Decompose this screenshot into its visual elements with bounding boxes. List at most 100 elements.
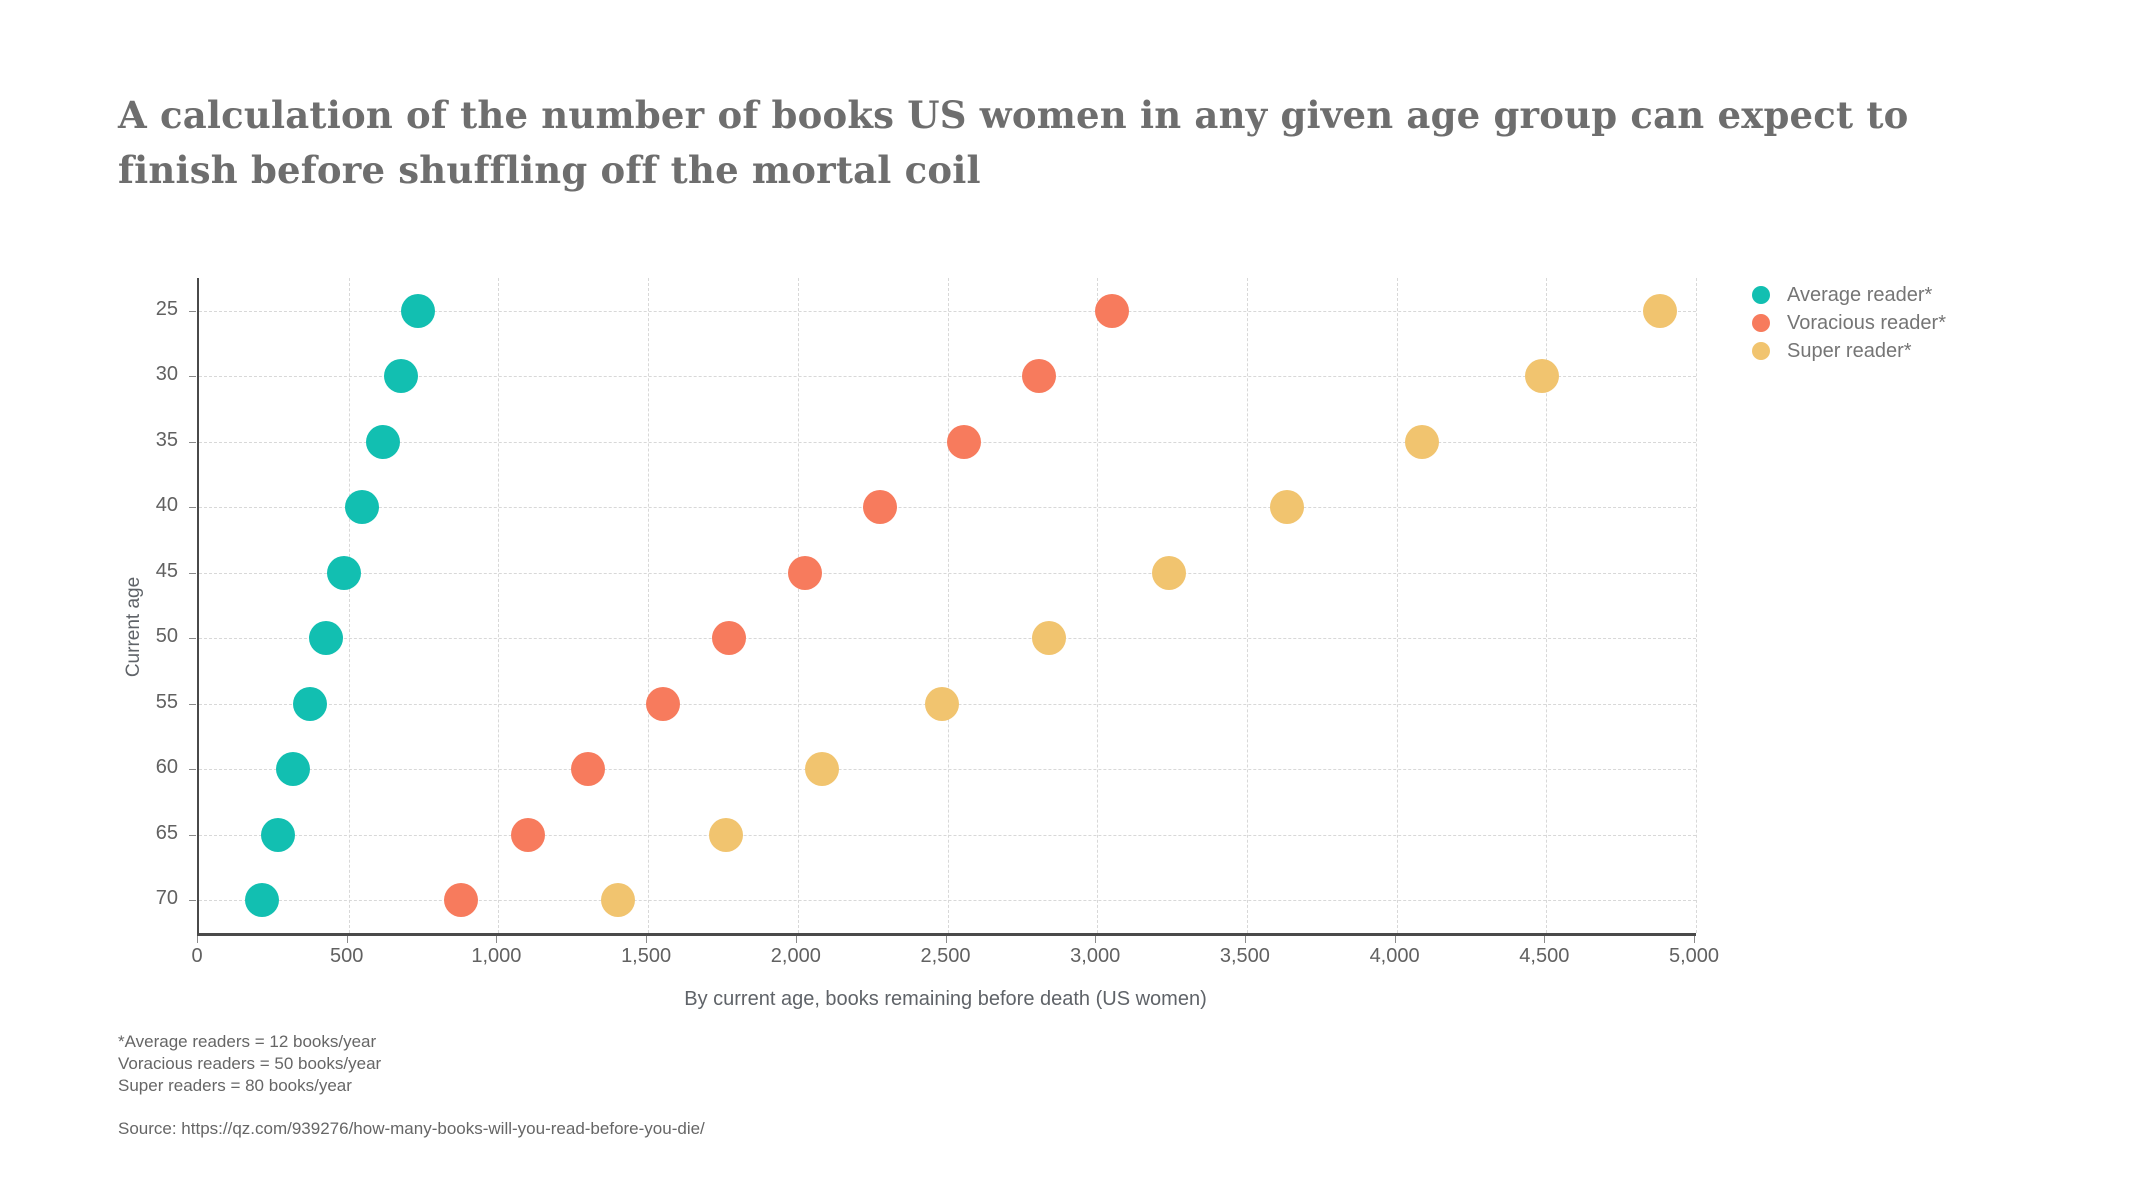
footnote-voracious: Voracious readers = 50 books/year — [118, 1054, 382, 1073]
x-tick-mark — [1244, 936, 1246, 943]
y-tick-mark — [189, 638, 196, 640]
data-point — [1095, 293, 1130, 328]
x-axis-title: By current age, books remaining before d… — [684, 988, 1207, 1010]
x-tick-label: 4,000 — [1369, 945, 1420, 967]
data-point — [924, 686, 959, 721]
footnote-average: *Average readers = 12 books/year — [118, 1032, 377, 1051]
x-tick-mark — [496, 936, 498, 943]
x-gridline — [797, 278, 799, 933]
data-point — [646, 686, 681, 721]
x-tick-mark — [795, 936, 797, 943]
y-tick-mark — [189, 834, 196, 836]
legend-label-voracious: Voracious reader* — [1787, 311, 1946, 334]
x-tick-label: 0 — [191, 945, 203, 967]
data-point — [345, 490, 380, 525]
y-tick-mark — [189, 376, 196, 378]
y-tick-mark — [189, 900, 196, 902]
x-tick-mark — [646, 936, 648, 943]
data-point — [601, 883, 636, 918]
footnotes: *Average readers = 12 books/year Voracio… — [118, 1031, 381, 1097]
legend-label-super: Super reader* — [1787, 339, 1912, 362]
y-tick-label: 65 — [155, 821, 178, 844]
y-tick-mark — [189, 572, 196, 574]
legend-swatch-average-icon — [1752, 286, 1770, 304]
data-point — [708, 817, 743, 852]
legend-swatch-super-icon — [1752, 342, 1770, 360]
legend-label-average: Average reader* — [1787, 283, 1933, 306]
y-tick-label: 50 — [155, 625, 178, 648]
y-tick-label: 70 — [155, 887, 178, 910]
x-gridline — [1246, 278, 1248, 933]
x-tick-mark — [346, 936, 348, 943]
x-tick-label: 5,000 — [1668, 945, 1720, 967]
y-tick-label: 25 — [155, 297, 178, 320]
data-point — [384, 359, 419, 394]
x-gridline — [498, 278, 500, 933]
data-point — [1021, 359, 1056, 394]
data-point — [511, 817, 546, 852]
x-tick-label: 3,500 — [1219, 945, 1270, 967]
data-point — [261, 817, 296, 852]
legend-item-super-reader: Super reader* — [1752, 337, 1946, 365]
data-point — [327, 555, 362, 590]
y-tick-mark — [189, 769, 196, 771]
y-tick-mark — [189, 310, 196, 312]
legend-item-voracious-reader: Voracious reader* — [1752, 309, 1946, 337]
y-tick-mark — [189, 441, 196, 443]
y-tick-label: 30 — [155, 363, 178, 386]
x-tick-mark — [1694, 936, 1695, 943]
x-gridline — [1696, 278, 1697, 933]
data-point — [804, 752, 839, 787]
y-gridline — [199, 900, 1696, 902]
data-point — [1643, 293, 1678, 328]
data-point — [711, 621, 746, 656]
data-point — [309, 621, 344, 656]
x-tick-mark — [197, 936, 198, 943]
data-point — [292, 686, 327, 721]
y-tick-label: 40 — [155, 494, 178, 517]
x-tick-label: 500 — [330, 945, 364, 967]
x-tick-label: 1,000 — [471, 945, 522, 967]
y-tick-label: 60 — [155, 756, 178, 779]
x-gridline — [947, 278, 949, 933]
source-citation: Source: https://qz.com/939276/how-many-b… — [118, 1119, 705, 1138]
x-tick-mark — [1394, 936, 1396, 943]
data-point — [366, 424, 401, 459]
data-point — [1270, 490, 1305, 525]
x-tick-label: 4,500 — [1519, 945, 1570, 967]
data-point — [400, 293, 435, 328]
y-gridline — [199, 507, 1696, 509]
y-tick-mark — [189, 507, 196, 509]
x-gridline — [348, 278, 350, 933]
x-tick-label: 2,000 — [770, 945, 821, 967]
chart-title: A calculation of the number of books US … — [118, 88, 2018, 198]
plot-area — [197, 278, 1697, 936]
y-gridline — [199, 310, 1696, 312]
y-gridline — [199, 769, 1696, 771]
legend-item-average-reader: Average reader* — [1752, 281, 1946, 309]
y-tick-label: 35 — [155, 428, 178, 451]
footnote-super: Super readers = 80 books/year — [118, 1076, 352, 1095]
x-tick-label: 1,500 — [621, 945, 672, 967]
y-gridline — [199, 638, 1696, 640]
data-point — [571, 752, 606, 787]
y-tick-mark — [189, 703, 196, 705]
x-tick-label: 3,000 — [1070, 945, 1121, 967]
legend-swatch-voracious-icon — [1752, 314, 1770, 332]
y-gridline — [199, 834, 1696, 836]
data-point — [276, 752, 311, 787]
x-tick-mark — [1095, 936, 1097, 943]
y-axis-title: Current age — [123, 576, 144, 678]
y-gridline — [199, 572, 1696, 574]
chart-title-line1: A calculation of the number of books US … — [118, 93, 1909, 137]
x-gridline — [1097, 278, 1099, 933]
legend: Average reader* Voracious reader* Super … — [1752, 281, 1946, 365]
data-point — [946, 424, 981, 459]
y-gridline — [199, 376, 1696, 378]
data-point — [244, 883, 279, 918]
x-tick-label: 2,500 — [920, 945, 971, 967]
data-point — [1152, 555, 1187, 590]
x-gridline — [648, 278, 650, 933]
y-tick-label: 45 — [155, 559, 178, 582]
